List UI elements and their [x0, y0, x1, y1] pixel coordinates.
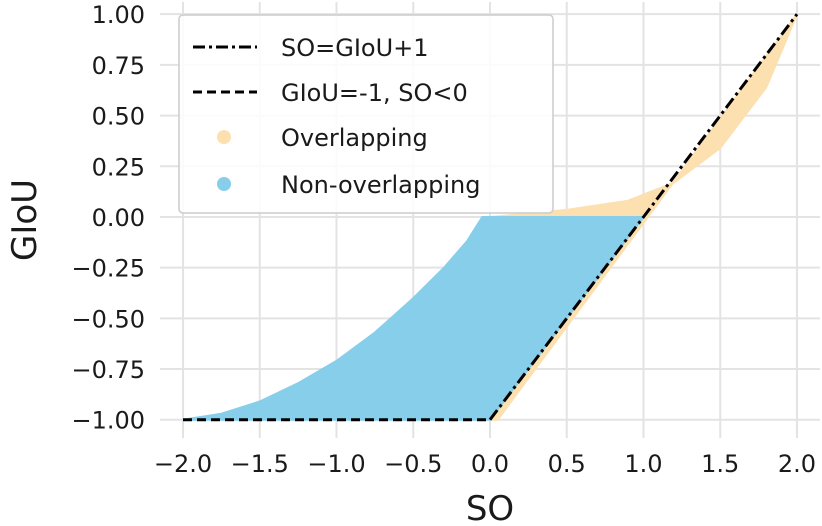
legend: SO=GIoU+1 GIoU=-1, SO<0 Overlapping Non-ove… — [178, 14, 554, 214]
legend-label: GIoU=-1, SO<0 — [281, 79, 468, 107]
y-tick-label: 0.25 — [92, 153, 145, 181]
line-so-giou — [488, 13, 799, 421]
y-tick-label: −1.00 — [71, 407, 145, 435]
x-tick-label: −0.5 — [384, 450, 442, 478]
x-tick-label: 1.0 — [624, 450, 662, 478]
legend-label: SO=GIoU+1 — [281, 34, 429, 62]
x-tick-label: −2.0 — [154, 450, 212, 478]
legend-dot-marker — [217, 130, 231, 144]
y-axis-label: GIoU — [5, 179, 45, 261]
y-tick-label: −0.50 — [71, 305, 145, 333]
reference-lines — [183, 13, 799, 422]
y-tick-label: −0.25 — [71, 255, 145, 283]
legend-box — [178, 14, 554, 214]
x-tick-label: 0.0 — [471, 450, 509, 478]
y-tick-label: 0.00 — [92, 204, 145, 232]
x-axis-label: SO — [466, 489, 514, 526]
x-tick-label: 1.5 — [701, 450, 739, 478]
y-tick-label: 0.75 — [92, 52, 145, 80]
legend-label: Non-overlapping — [281, 171, 480, 199]
legend-dot-marker — [217, 177, 231, 191]
y-tick-label: 1.00 — [92, 1, 145, 29]
x-tick-labels: −2.0 −1.5 −1.0 −0.5 0.0 0.5 1.0 1.5 2.0 — [154, 450, 816, 478]
y-tick-label: −0.75 — [71, 356, 145, 384]
x-tick-label: −1.0 — [307, 450, 365, 478]
y-tick-label: 0.50 — [92, 103, 145, 131]
legend-label: Overlapping — [281, 124, 428, 152]
x-tick-label: −1.5 — [231, 450, 289, 478]
x-tick-label: 2.0 — [778, 450, 816, 478]
x-tick-label: 0.5 — [548, 450, 586, 478]
y-tick-labels: 1.00 0.75 0.50 0.25 0.00 −0.25 −0.50 −0.75 −1.00 — [71, 1, 145, 435]
